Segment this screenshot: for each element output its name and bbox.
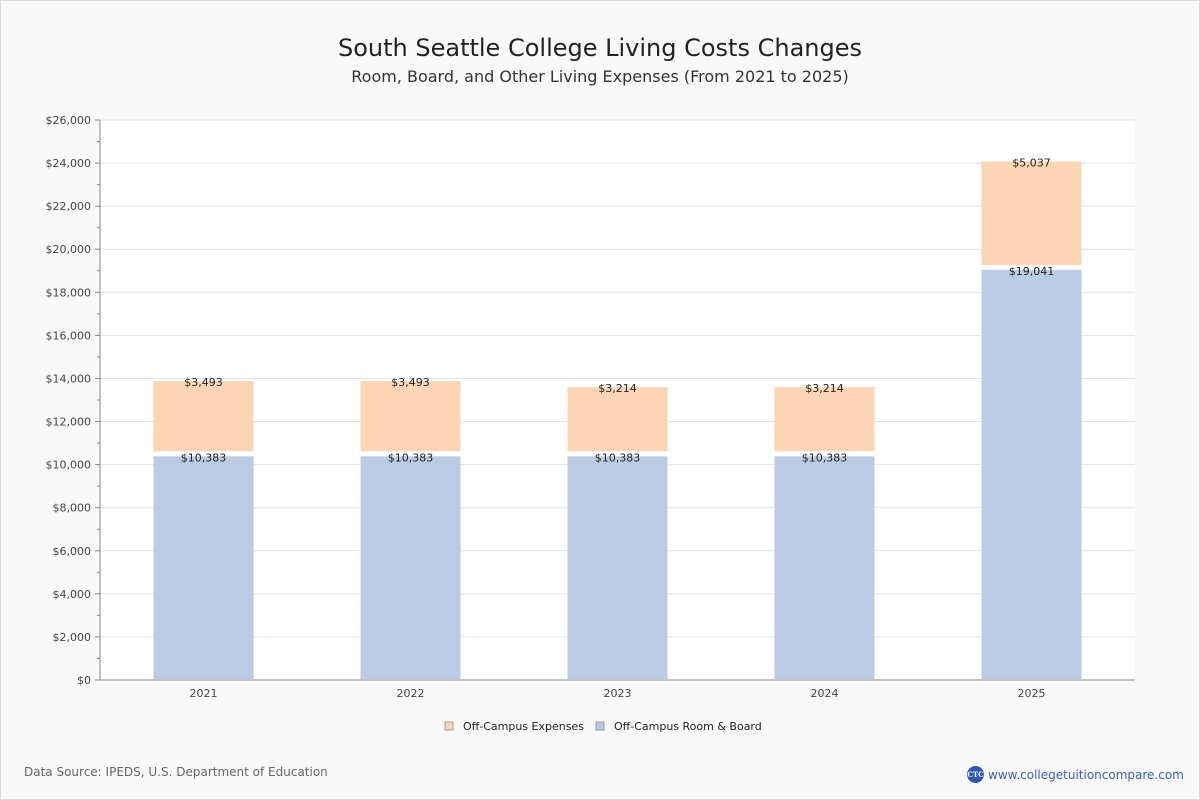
legend-swatch — [444, 721, 454, 731]
y-tick-label: $4,000 — [53, 588, 92, 601]
y-tick-label: $20,000 — [46, 243, 92, 256]
y-tick-label: $12,000 — [46, 416, 92, 429]
bar-expenses — [567, 387, 668, 452]
ctc-logo-icon: CTC — [967, 766, 984, 783]
data-label-expenses: $3,493 — [184, 376, 223, 389]
data-label-expenses: $3,214 — [805, 382, 844, 395]
y-tick-label: $8,000 — [53, 502, 92, 515]
bar-expenses — [360, 381, 461, 452]
data-label-room-board: $10,383 — [181, 451, 227, 464]
x-tick-label: 2025 — [1018, 687, 1046, 700]
bar-room-board — [774, 456, 875, 679]
data-label-expenses: $3,493 — [391, 376, 430, 389]
legend-label: Off-Campus Expenses — [463, 720, 584, 733]
y-tick-label: $26,000 — [46, 114, 92, 127]
site-link[interactable]: CTC www.collegetuitioncompare.com — [967, 766, 1184, 783]
data-label-room-board: $10,383 — [388, 451, 434, 464]
x-tick-label: 2023 — [604, 687, 632, 700]
y-tick-label: $0 — [77, 674, 91, 687]
x-tick-label: 2022 — [397, 687, 425, 700]
x-tick-label: 2024 — [811, 687, 839, 700]
legend-swatch — [595, 721, 605, 731]
data-label-room-board: $10,383 — [595, 451, 641, 464]
y-tick-label: $18,000 — [46, 286, 92, 299]
data-label-expenses: $3,214 — [598, 382, 637, 395]
data-label-expenses: $5,037 — [1012, 156, 1051, 169]
y-tick-label: $2,000 — [53, 631, 92, 644]
x-tick-label: 2021 — [190, 687, 218, 700]
y-tick-label: $10,000 — [46, 459, 92, 472]
bar-room-board — [153, 456, 254, 679]
chart-title: South Seattle College Living Costs Chang… — [337, 34, 862, 62]
y-tick-label: $16,000 — [46, 329, 92, 342]
y-tick-label: $24,000 — [46, 157, 92, 170]
bar-room-board — [981, 269, 1082, 679]
y-tick-label: $6,000 — [53, 545, 92, 558]
bar-room-board — [567, 456, 668, 679]
bar-room-board — [360, 456, 461, 679]
site-url[interactable]: www.collegetuitioncompare.com — [988, 767, 1184, 782]
data-source: Data Source: IPEDS, U.S. Department of E… — [24, 765, 328, 779]
bar-expenses — [981, 161, 1082, 265]
y-tick-label: $22,000 — [46, 200, 92, 213]
data-label-room-board: $10,383 — [802, 451, 848, 464]
bar-expenses — [153, 381, 254, 452]
y-tick-label: $14,000 — [46, 372, 92, 385]
chart-subtitle: Room, Board, and Other Living Expenses (… — [351, 67, 849, 86]
legend-label: Off-Campus Room & Board — [614, 720, 762, 733]
data-label-room-board: $19,041 — [1009, 265, 1055, 278]
bar-expenses — [774, 387, 875, 452]
